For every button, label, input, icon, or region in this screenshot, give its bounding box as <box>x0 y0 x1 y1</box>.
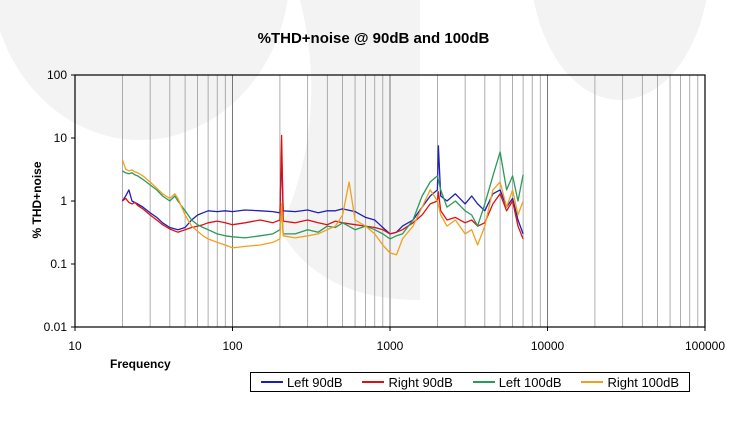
x-tick-label: 100000 <box>685 339 725 353</box>
y-tick-label: 0.01 <box>44 320 68 334</box>
legend-item-right-90db: Right 90dB <box>362 374 453 390</box>
chart-grid <box>122 75 699 327</box>
chart-title: %THD+noise @ 90dB and 100dB <box>257 30 490 47</box>
series-line-right-90db <box>121 134 524 240</box>
x-tick-label: 100 <box>222 339 242 353</box>
series-line-left-100db <box>122 151 524 240</box>
x-tick-label: 10 <box>68 339 82 353</box>
legend-item-right-100db: Right 100dB <box>581 375 679 390</box>
chart-legend: Left 90dB Right 90dB Left 100dB Right 10… <box>250 372 690 392</box>
series-line-right-100db <box>121 159 524 256</box>
legend-label-right-100db: Right 100dB <box>607 374 680 390</box>
y-tick-label: 100 <box>47 68 67 82</box>
x-tick-label: 1000 <box>377 339 404 353</box>
legend-swatch-left-100db <box>472 381 495 383</box>
y-tick-label: 1 <box>60 194 67 208</box>
x-tick-label: 10000 <box>531 339 565 353</box>
legend-label-right-90db: Right 90dB <box>388 374 453 390</box>
y-tick-label: 10 <box>54 131 68 145</box>
legend-label-left-100db: Left 100dB <box>498 374 562 390</box>
legend-swatch-right-100db <box>581 381 604 383</box>
series-line-left-90db <box>121 145 524 235</box>
legend-item-left-100db: Left 100dB <box>472 374 562 390</box>
legend-item-left-90db: Left 90dB <box>260 374 343 390</box>
legend-label-left-90db: Left 90dB <box>286 374 343 390</box>
y-tick-label: 0.1 <box>50 257 67 271</box>
legend-swatch-left-90db <box>260 381 283 383</box>
legend-swatch-right-90db <box>362 381 385 383</box>
chart-series <box>121 134 524 256</box>
x-axis-label: Frequency <box>110 357 171 371</box>
y-axis-label: % THD+noise <box>30 161 44 238</box>
